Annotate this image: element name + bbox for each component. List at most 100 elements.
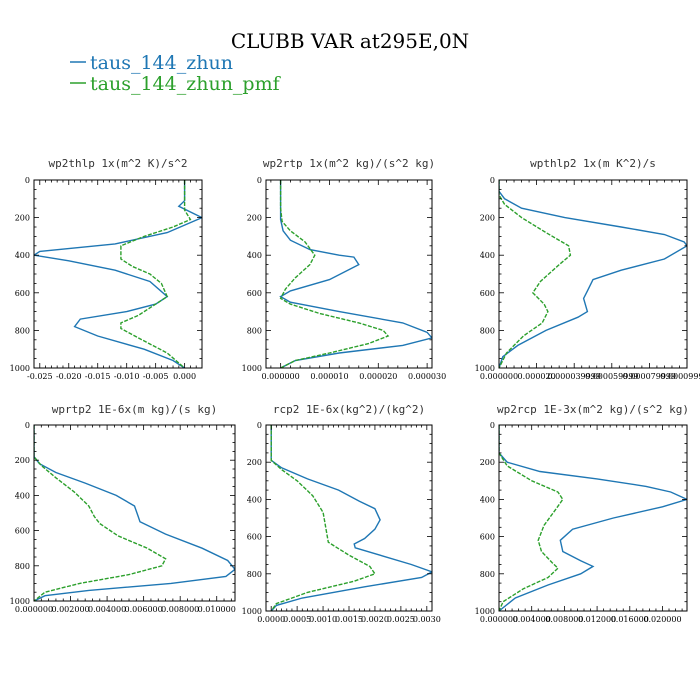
series-line-zhun: [34, 425, 235, 601]
x-tick-label: 0.000059999: [585, 372, 638, 381]
x-tick-label: 0.0030: [413, 615, 441, 624]
panel-1: wp2thlp 1x(m^2 K)/s^202004006008001000-0…: [10, 157, 203, 381]
legend-label-zhun: taus_144_zhun: [90, 52, 233, 74]
x-tick-label: -0.020: [56, 372, 82, 381]
x-tick-label: -0.015: [85, 372, 111, 381]
series-line-zhun: [499, 180, 687, 368]
figure-title: CLUBB VAR at295E,0N: [231, 29, 469, 53]
y-tick-label: 0: [25, 176, 30, 185]
y-tick-label: 400: [247, 251, 262, 260]
series-line-zhun-pmf: [499, 180, 572, 368]
x-tick-label: 0.002000: [51, 605, 89, 614]
x-tick-label: 0.0015: [335, 615, 363, 624]
x-tick-label: 0.000039999: [547, 372, 600, 381]
x-tick-label: 0.0005: [283, 615, 311, 624]
x-tick-label: 0.008000: [545, 615, 583, 624]
x-tick-label: 0.000020: [518, 372, 556, 381]
y-tick-label: 0: [257, 176, 262, 185]
x-tick-label: 0.006000: [125, 605, 163, 614]
panel-4: wprtp2 1E-6x(m kg)/(s kg) 0 200 400 600 800 10…: [10, 403, 236, 614]
y-tick-label: 800: [15, 562, 30, 571]
y-tick-label: 200: [480, 458, 495, 467]
y-tick-label: 1000: [242, 364, 262, 373]
panel-2: wp2rtp 1x(m^2 kg)/(s^2 kg)0 200 400 600 800 1…: [242, 157, 447, 381]
y-tick-label: 800: [480, 326, 495, 335]
x-tick-label: 0.000000: [480, 615, 518, 624]
panel-title: wprtp2 1E-6x(m kg)/(s kg): [52, 403, 218, 416]
y-tick-label: 400: [247, 495, 262, 504]
series-line-zhun-pmf: [120, 180, 192, 368]
y-tick-label: 200: [247, 458, 262, 467]
series-line-zhun-pmf: [34, 425, 167, 601]
x-tick-label: 0.012000: [578, 615, 616, 624]
x-tick-label: 0.000000: [15, 605, 53, 614]
panel-title: wp2rcp 1E-3x(m^2 kg)/(s^2 kg): [497, 403, 689, 416]
x-tick-label: 0.000099999: [660, 372, 700, 381]
panel-title: wp2thlp 1x(m^2 K)/s^2: [48, 157, 187, 170]
x-tick-label: 0.000000: [480, 372, 518, 381]
x-tick-label: 0.004000: [513, 615, 551, 624]
panel-title: wp2rtp 1x(m^2 kg)/(s^2 kg): [263, 157, 435, 170]
y-tick-label: 800: [247, 326, 262, 335]
y-tick-label: 400: [480, 251, 495, 260]
x-tick-label: -0.005: [143, 372, 169, 381]
x-tick-label: 0.0025: [387, 615, 415, 624]
y-tick-label: 200: [15, 214, 30, 223]
series-line-zhun: [499, 425, 687, 611]
panel-5: rcp2 1E-6x(kg^2)/(kg^2) 0 200 400 600 800 1000…: [242, 403, 441, 624]
series-line-zhun: [270, 425, 432, 611]
y-tick-label: 200: [15, 456, 30, 465]
y-tick-label: 400: [480, 495, 495, 504]
y-tick-label: 0: [490, 421, 495, 430]
x-tick-label: -0.010: [114, 372, 140, 381]
x-tick-label: 0.000000: [262, 372, 300, 381]
y-tick-label: 600: [247, 289, 262, 298]
x-tick-label: 0.000020: [359, 372, 397, 381]
y-tick-label: 1000: [475, 364, 495, 373]
y-tick-label: 200: [247, 214, 262, 223]
x-tick-label: 0.000079999: [623, 372, 676, 381]
x-tick-label: 0.000: [173, 372, 196, 381]
y-tick-label: 800: [15, 326, 30, 335]
x-tick-label: 0.000010: [310, 372, 348, 381]
x-tick-label: 0.010000: [198, 605, 236, 614]
x-tick-label: 0.0020: [361, 615, 389, 624]
x-tick-label: -0.025: [27, 372, 53, 381]
x-tick-label: 0.004000: [88, 605, 126, 614]
y-tick-label: 600: [480, 533, 495, 542]
y-tick-label: 1000: [242, 607, 262, 616]
x-tick-label: 0.0000: [257, 615, 285, 624]
series-line-zhun: [279, 180, 432, 368]
panel-title: rcp2 1E-6x(kg^2)/(kg^2): [273, 403, 425, 416]
x-tick-label: 0.020000: [643, 615, 681, 624]
series-line-zhun-pmf: [499, 425, 564, 611]
y-tick-label: 600: [15, 289, 30, 298]
legend: taus_144_zhun taus_144_zhun_pmf: [70, 52, 282, 95]
x-tick-label: 0.008000: [161, 605, 199, 614]
y-tick-label: 400: [15, 491, 30, 500]
y-tick-label: 600: [247, 533, 262, 542]
y-tick-label: 1000: [475, 607, 495, 616]
y-tick-label: 800: [247, 570, 262, 579]
x-tick-label: 0.0010: [309, 615, 337, 624]
y-tick-label: 0: [490, 176, 495, 185]
y-tick-label: 400: [15, 251, 30, 260]
y-tick-label: 600: [15, 527, 30, 536]
panel-6: wp2rcp 1E-3x(m^2 kg)/(s^2 kg)0 200 400 600 8…: [475, 403, 689, 624]
panel-title: wpthlp2 1x(m K^2)/s: [530, 157, 656, 170]
panel-3: wpthlp2 1x(m K^2)/s020040060080010000.00…: [475, 157, 700, 381]
y-tick-label: 1000: [10, 597, 30, 606]
y-tick-label: 600: [480, 289, 495, 298]
y-tick-label: 0: [25, 421, 30, 430]
panels: wp2thlp 1x(m^2 K)/s^202004006008001000-0…: [10, 157, 700, 624]
y-tick-label: 800: [480, 570, 495, 579]
y-tick-label: 1000: [10, 364, 30, 373]
series-line-zhun: [34, 180, 202, 368]
y-tick-label: 200: [480, 214, 495, 223]
x-tick-label: 0.000030: [408, 372, 446, 381]
legend-label-zhun-pmf: taus_144_zhun_pmf: [90, 73, 282, 95]
series-line-zhun-pmf: [279, 180, 390, 368]
series-line-zhun-pmf: [270, 425, 376, 611]
y-tick-label: 0: [257, 421, 262, 430]
x-tick-label: 0.016000: [611, 615, 649, 624]
